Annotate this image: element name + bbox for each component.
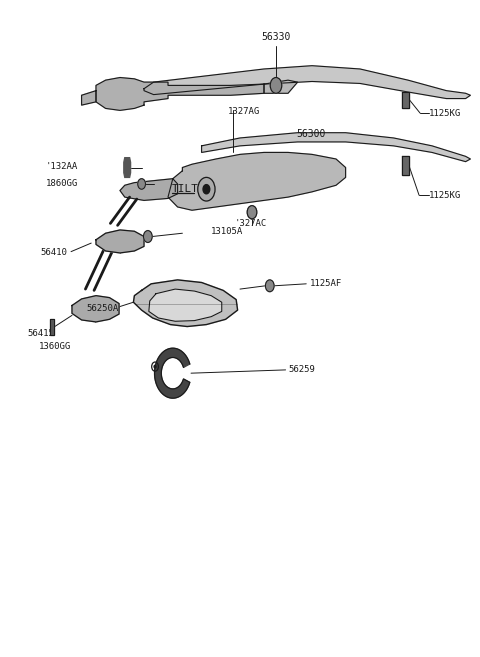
Polygon shape bbox=[82, 91, 96, 105]
Circle shape bbox=[144, 231, 152, 242]
Text: 56250A: 56250A bbox=[87, 304, 119, 313]
Text: '327AC: '327AC bbox=[234, 219, 266, 228]
Polygon shape bbox=[133, 280, 238, 327]
Circle shape bbox=[198, 177, 215, 201]
Text: 56330: 56330 bbox=[261, 32, 291, 42]
Circle shape bbox=[138, 179, 145, 189]
Text: 1327AG: 1327AG bbox=[228, 107, 260, 116]
Text: 56300: 56300 bbox=[297, 129, 326, 139]
Polygon shape bbox=[202, 133, 470, 162]
Text: 56410: 56410 bbox=[41, 248, 68, 257]
Circle shape bbox=[270, 78, 282, 93]
Text: '132AA: '132AA bbox=[46, 162, 78, 171]
Polygon shape bbox=[96, 230, 144, 253]
Polygon shape bbox=[264, 80, 298, 93]
Polygon shape bbox=[149, 289, 222, 321]
Text: 56259: 56259 bbox=[288, 365, 315, 374]
Circle shape bbox=[154, 365, 156, 368]
Polygon shape bbox=[50, 319, 54, 335]
Polygon shape bbox=[155, 348, 190, 398]
Polygon shape bbox=[124, 158, 131, 177]
Text: 1360GG: 1360GG bbox=[38, 342, 71, 351]
Polygon shape bbox=[144, 66, 470, 99]
Polygon shape bbox=[72, 296, 119, 322]
Text: 1125AF: 1125AF bbox=[310, 279, 342, 288]
Polygon shape bbox=[168, 152, 346, 210]
Text: TILT: TILT bbox=[172, 183, 199, 194]
Circle shape bbox=[247, 206, 257, 219]
Text: 1125KG: 1125KG bbox=[429, 108, 461, 118]
Text: 1125KG: 1125KG bbox=[429, 191, 461, 200]
Circle shape bbox=[265, 280, 274, 292]
Polygon shape bbox=[120, 179, 178, 200]
Polygon shape bbox=[96, 78, 264, 110]
Polygon shape bbox=[402, 92, 409, 108]
Polygon shape bbox=[402, 156, 409, 175]
Text: 13105A: 13105A bbox=[211, 227, 243, 237]
Circle shape bbox=[203, 185, 210, 194]
Text: 56415: 56415 bbox=[28, 329, 55, 338]
Text: 1860GG: 1860GG bbox=[46, 179, 78, 189]
